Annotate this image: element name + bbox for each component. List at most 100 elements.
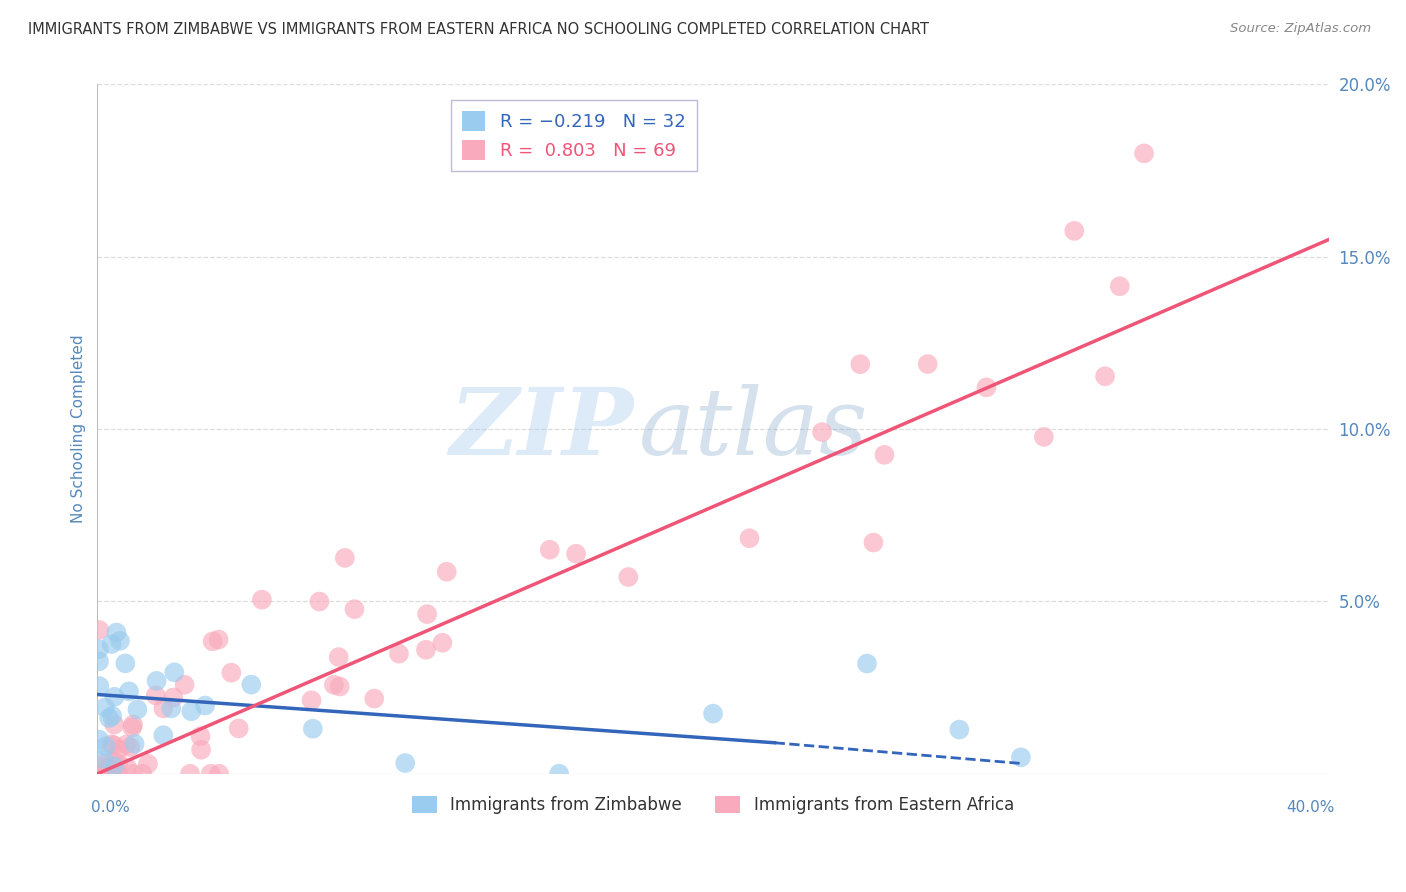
Point xyxy=(200,766,222,780)
Point xyxy=(89,732,111,747)
Point xyxy=(873,448,896,462)
Point xyxy=(190,743,212,757)
Point xyxy=(1032,430,1054,444)
Point xyxy=(221,665,243,680)
Point xyxy=(702,706,724,721)
Point xyxy=(97,760,120,774)
Point xyxy=(145,673,167,688)
Point xyxy=(416,607,439,621)
Point xyxy=(120,740,142,755)
Point xyxy=(388,647,411,661)
Point xyxy=(323,678,346,692)
Point xyxy=(329,680,352,694)
Point xyxy=(122,717,145,731)
Point xyxy=(565,547,588,561)
Point xyxy=(89,679,111,693)
Point xyxy=(862,535,884,549)
Point xyxy=(114,657,136,671)
Point xyxy=(115,738,138,752)
Point xyxy=(811,425,834,439)
Point xyxy=(103,717,125,731)
Text: ZIP: ZIP xyxy=(449,384,633,475)
Point xyxy=(250,592,273,607)
Point xyxy=(160,701,183,715)
Point xyxy=(301,693,323,707)
Point xyxy=(179,766,201,780)
Point xyxy=(91,760,114,774)
Point xyxy=(917,357,939,371)
Point xyxy=(87,642,110,657)
Point xyxy=(100,737,122,751)
Text: IMMIGRANTS FROM ZIMBABWE VS IMMIGRANTS FROM EASTERN AFRICA NO SCHOOLING COMPLETE: IMMIGRANTS FROM ZIMBABWE VS IMMIGRANTS F… xyxy=(28,22,929,37)
Point xyxy=(432,636,454,650)
Point xyxy=(89,766,111,780)
Point xyxy=(103,759,125,773)
Point xyxy=(87,654,110,668)
Point xyxy=(122,766,145,780)
Point xyxy=(97,764,120,779)
Point xyxy=(190,729,212,743)
Point xyxy=(108,633,131,648)
Point xyxy=(180,704,202,718)
Point xyxy=(124,737,146,751)
Point xyxy=(89,766,111,780)
Point xyxy=(101,708,124,723)
Point xyxy=(415,642,437,657)
Point xyxy=(127,702,149,716)
Point xyxy=(94,766,117,780)
Point xyxy=(100,637,122,651)
Point xyxy=(849,357,872,371)
Point xyxy=(103,738,125,752)
Point xyxy=(948,723,970,737)
Point xyxy=(240,678,263,692)
Point xyxy=(115,760,138,774)
Point xyxy=(976,380,998,394)
Point xyxy=(194,698,217,713)
Point xyxy=(89,623,111,637)
Point xyxy=(208,632,231,647)
Point xyxy=(103,755,125,769)
Point xyxy=(208,766,231,780)
Point xyxy=(118,684,141,698)
Point xyxy=(100,766,122,780)
Point xyxy=(343,602,366,616)
Point xyxy=(107,756,129,771)
Point xyxy=(1108,279,1130,293)
Text: 40.0%: 40.0% xyxy=(1286,800,1334,814)
Point xyxy=(152,728,174,742)
Legend: R = −0.219   N = 32, R =  0.803   N = 69: R = −0.219 N = 32, R = 0.803 N = 69 xyxy=(451,101,696,171)
Point xyxy=(107,766,129,780)
Point xyxy=(105,625,128,640)
Text: Source: ZipAtlas.com: Source: ZipAtlas.com xyxy=(1230,22,1371,36)
Point xyxy=(1063,224,1085,238)
Point xyxy=(308,594,330,608)
Point xyxy=(163,665,186,680)
Point xyxy=(394,756,416,770)
Point xyxy=(108,742,131,756)
Point xyxy=(91,752,114,766)
Point xyxy=(538,542,561,557)
Point xyxy=(94,739,117,753)
Point xyxy=(121,720,143,734)
Point xyxy=(617,570,640,584)
Point xyxy=(131,766,153,780)
Text: atlas: atlas xyxy=(640,384,869,475)
Point xyxy=(91,766,114,780)
Point xyxy=(333,550,356,565)
Point xyxy=(548,766,571,780)
Point xyxy=(101,766,124,780)
Point xyxy=(363,691,385,706)
Point xyxy=(152,701,174,715)
Point xyxy=(96,766,118,780)
Text: 0.0%: 0.0% xyxy=(91,800,129,814)
Point xyxy=(98,711,121,725)
Point xyxy=(1010,750,1032,764)
Point xyxy=(1133,146,1156,161)
Point xyxy=(93,756,115,770)
Point xyxy=(162,690,184,705)
Point xyxy=(1094,369,1116,384)
Point xyxy=(302,722,325,736)
Point xyxy=(738,531,761,545)
Point xyxy=(173,678,195,692)
Point xyxy=(145,689,167,703)
